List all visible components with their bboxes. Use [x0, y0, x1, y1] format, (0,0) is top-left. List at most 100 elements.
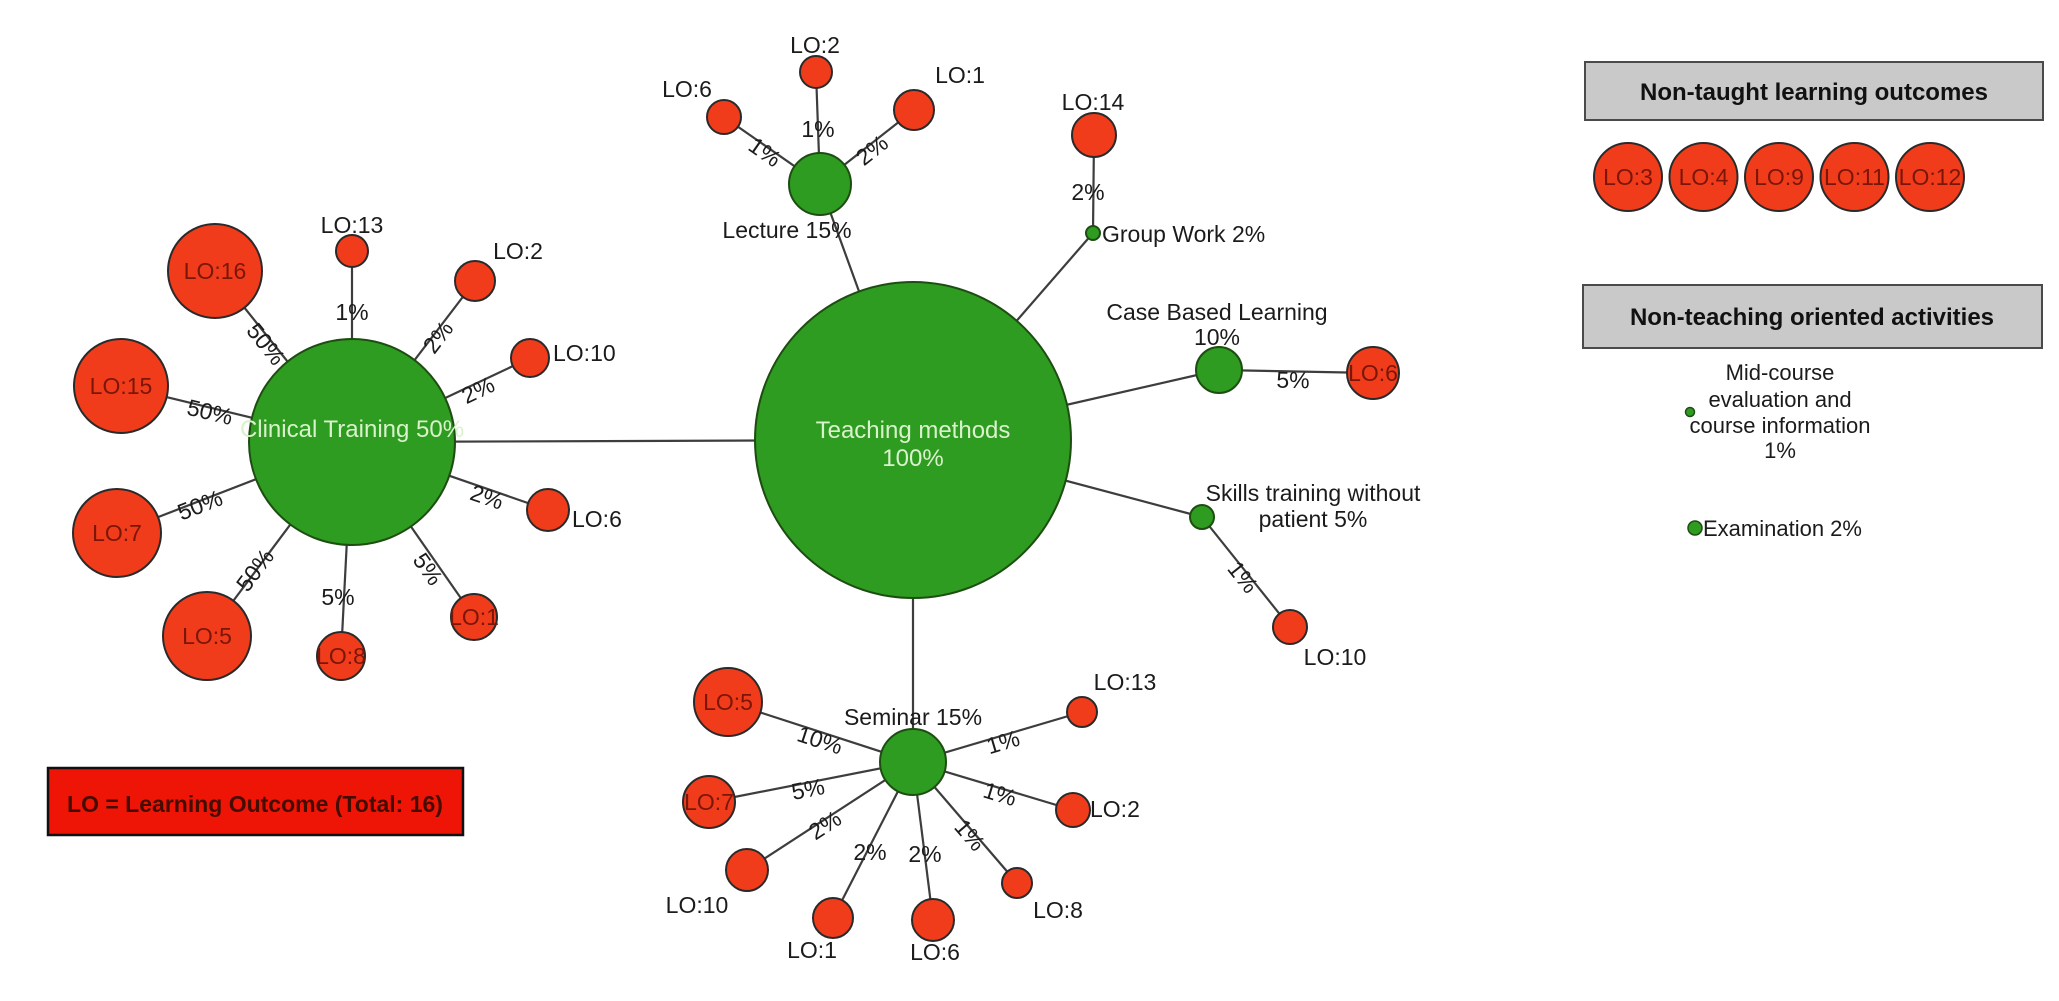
outcome-label-LO:8: LO:8: [316, 643, 366, 669]
outcome-node-LO:10: [510, 338, 550, 378]
key-box-label: LO = Learning Outcome (Total: 16): [67, 791, 443, 817]
outcome-node-LO:13: [335, 234, 369, 268]
hub-label-line2: 100%: [882, 445, 943, 472]
midcourse-line1: Mid-course: [1726, 360, 1835, 385]
non-taught-label-LO:3: LO:3: [1603, 164, 1653, 190]
edge-pct-label-clinical-LO:16: 50%: [241, 318, 290, 370]
edge-pct-label-clinical-LO:8: 5%: [321, 584, 354, 610]
branch-node-case-based-learning: [1195, 346, 1243, 394]
branch-node-group-work: [1085, 225, 1101, 241]
edge-skills-LO:10: [1201, 516, 1291, 628]
edge-seminar-LO:7: [708, 760, 914, 804]
outcome-node-LO:6: [911, 898, 955, 942]
labels-layer: Teaching methods 100% Clinical Training …: [90, 32, 1421, 965]
outcome-node-LO:1: [812, 897, 854, 939]
examination-dot-icon: [1687, 520, 1703, 536]
edge-pct-label-seminar-LO:8: 1%: [949, 814, 990, 856]
outcome-label-LO:7: LO:7: [92, 520, 142, 546]
outcome-label-LO:14: LO:14: [1062, 89, 1125, 115]
non-taught-node-LO:12: [1895, 142, 1965, 212]
outcome-node-LO:10: [1272, 609, 1308, 645]
outcome-label-LO:10: LO:10: [666, 892, 729, 918]
legend-panel: Non-taught learning outcomes LO:3 LO:4 LO:…: [1582, 61, 2044, 541]
edge-pct-label-seminar-LO:2: 1%: [980, 777, 1019, 811]
outcome-label-LO:10: LO:10: [553, 340, 616, 366]
edge-pct-label-lecture-LO:2: 1%: [801, 116, 834, 142]
examination-label: Examination 2%: [1703, 516, 1862, 541]
outcome-label-LO:5: LO:5: [182, 623, 232, 649]
outcome-node-LO:6: [1346, 346, 1400, 400]
non-taught-node-LO:9: [1744, 142, 1814, 212]
outcome-label-LO:7: LO:7: [684, 789, 734, 815]
outcome-node-LO:2: [799, 55, 833, 89]
edge-pct-label-clinical-LO:13: 1%: [335, 299, 368, 325]
edge-pct-label-clinical-LO:1: 5%: [408, 548, 448, 590]
outcome-label-LO:1: LO:1: [449, 604, 499, 630]
outcome-node-LO:2: [1055, 792, 1091, 828]
outcome-node-LO:1: [893, 89, 935, 131]
branch-label-cbl-line2: 10%: [1194, 324, 1240, 350]
outcome-node-LO:2: [454, 260, 496, 302]
outcome-node-LO:8: [1001, 867, 1033, 899]
branch-node-clinical-training: [248, 338, 456, 546]
outcome-node-LO:13: [1066, 696, 1098, 728]
midcourse-line4: 1%: [1764, 438, 1796, 463]
non-taught-node-LO:3: [1593, 142, 1663, 212]
outcome-node-LO:7: [72, 488, 162, 578]
non-taught-header-box: [1584, 61, 2044, 121]
edge-pct-label-clinical-LO:2: 2%: [418, 316, 459, 358]
non-taught-outcome-circles: LO:3 LO:4 LO:9 LO:11 LO:12: [1593, 142, 1965, 212]
outcome-node-LO:5: [693, 667, 763, 737]
branch-node-seminar: [879, 728, 947, 796]
outcome-label-LO:13: LO:13: [321, 212, 384, 238]
edge-pct-label-seminar-LO:10: 2%: [804, 805, 846, 845]
non-taught-header-title: Non-taught learning outcomes: [1640, 79, 1988, 106]
key-box: [46, 766, 465, 837]
outcome-node-LO:1: [450, 593, 498, 641]
branch-label-skills-line2: patient 5%: [1259, 506, 1368, 532]
non-taught-label-LO:12: LO:12: [1899, 164, 1962, 190]
outcome-label-LO:6: LO:6: [572, 506, 622, 532]
branch-label-clinical: Clinical Training 50%: [240, 416, 464, 443]
edge-pct-label-clinical-LO:5: 50%: [231, 544, 279, 596]
branch-node-skills-training: [1189, 504, 1215, 530]
branch-label-groupwork: Group Work 2%: [1102, 221, 1265, 247]
outcome-node-LO:6: [526, 488, 570, 532]
edge-pct-label-seminar-LO:6: 2%: [908, 841, 941, 867]
outcome-node-LO:5: [162, 591, 252, 681]
outcome-label-LO:13: LO:13: [1094, 669, 1157, 695]
outcome-node-LO:8: [316, 631, 366, 681]
key-box-group: LO = Learning Outcome (Total: 16): [46, 766, 465, 837]
branch-label-skills-line1: Skills training without: [1206, 480, 1421, 506]
outcome-node-LO:16: [167, 223, 263, 319]
midcourse-dot-icon: [1684, 406, 1696, 418]
edge-pct-label-clinical-LO:6: 2%: [467, 479, 507, 514]
outcome-label-LO:2: LO:2: [493, 238, 543, 264]
outcome-node-LO:6: [706, 99, 742, 135]
non-teaching-header-box: [1582, 284, 2043, 349]
edge-pct-label-cbl-LO:6: 5%: [1276, 367, 1310, 394]
edge-pct-label-lecture-LO:6: 1%: [744, 132, 786, 172]
hub-node-teaching-methods: [754, 281, 1072, 599]
outcome-label-LO:1: LO:1: [935, 62, 985, 88]
outcome-node-LO:10: [725, 848, 769, 892]
outcome-label-LO:16: LO:16: [184, 258, 247, 284]
outcome-label-LO:2: LO:2: [790, 32, 840, 58]
outcome-node-LO:15: [73, 338, 169, 434]
non-taught-label-LO:9: LO:9: [1754, 164, 1804, 190]
non-taught-label-LO:11: LO:11: [1824, 164, 1885, 190]
edge-pct-label-seminar-LO:1: 2%: [853, 839, 886, 865]
edge-pct-label-seminar-LO:13: 1%: [983, 725, 1022, 759]
non-taught-node-LO:4: [1668, 142, 1739, 212]
outcome-label-LO:6: LO:6: [1348, 360, 1398, 386]
edge-pct-label-groupwork-LO:14: 2%: [1071, 179, 1104, 205]
edge-pct-label-clinical-LO:15: 50%: [185, 394, 236, 430]
non-teaching-header-title: Non-teaching oriented activities: [1630, 304, 1994, 331]
non-taught-node-LO:11: [1819, 142, 1890, 212]
branch-label-cbl-line1: Case Based Learning: [1106, 299, 1327, 325]
edge-pct-label-seminar-LO:7: 5%: [789, 773, 827, 805]
outcome-label-LO:15: LO:15: [90, 373, 153, 399]
branch-label-lecture: Lecture 15%: [722, 217, 851, 243]
